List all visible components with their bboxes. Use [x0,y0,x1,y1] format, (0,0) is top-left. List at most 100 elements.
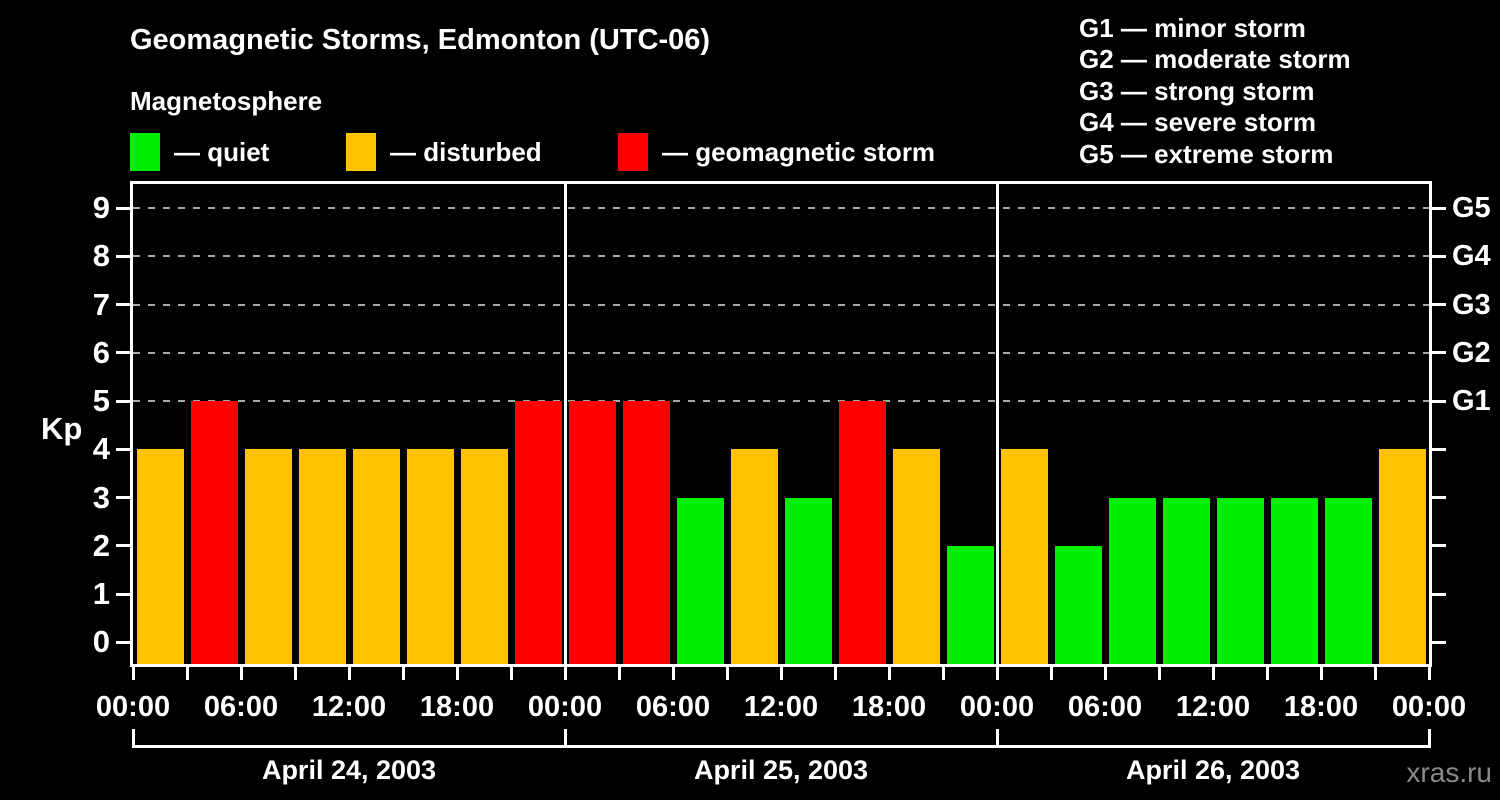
y-tick-label: 3 [92,479,110,515]
y-tick [116,544,130,548]
kp-bar [1379,449,1426,664]
disturbed-swatch [346,133,376,171]
legend-item-disturbed: — disturbed [346,133,542,171]
right-tick [1432,206,1446,210]
y-tick-label: 1 [92,576,110,612]
x-tick-label: 18:00 [419,691,495,723]
y-tick-label: 5 [92,383,110,419]
kp-bar [839,401,886,664]
kp-bar [1001,449,1048,664]
g-level-label: G4 [1452,240,1491,273]
kp-bar [191,401,238,664]
x-tick-label: 00:00 [1391,691,1467,723]
kp-bar [1325,497,1372,664]
right-tick [1432,544,1446,548]
kp-bar [299,449,346,664]
kp-bar [947,545,994,664]
y-tick [116,206,130,210]
legend-item-label: — geomagnetic storm [662,137,936,167]
storm-scale-item: G2 — moderate storm [1079,44,1351,75]
kp-bar [1055,545,1102,664]
kp-bar [893,449,940,664]
chart-subtitle: Magnetosphere [130,86,323,116]
x-tick [401,667,405,680]
right-tick [1432,592,1446,596]
x-tick-label: 06:00 [203,691,279,723]
y-tick [116,640,130,644]
x-tick [1049,667,1053,680]
grid-line [133,351,1429,354]
x-tick [1103,667,1107,680]
storm-scale-item: G1 — minor storm [1079,13,1306,43]
x-tick-label: 00:00 [95,691,171,723]
y-tick-label: 2 [92,527,110,563]
kp-bar [1163,497,1210,664]
kp-bar [137,449,184,664]
x-tick [833,667,837,680]
x-tick [455,667,459,680]
storm-scale-legend: G1 — minor storm G2 — moderate storm G3 … [1079,13,1351,170]
watermark: xras.ru [1406,757,1492,788]
y-tick-label: 8 [92,238,110,274]
x-tick-label: 00:00 [527,691,603,723]
right-tick [1432,399,1446,403]
storm-swatch [618,133,648,171]
kp-bar [731,449,778,664]
x-tick [1211,667,1215,680]
grid-line [133,255,1429,258]
g-level-label: G1 [1452,385,1491,418]
date-label: April 25, 2003 [693,755,869,785]
legend-item-storm: — geomagnetic storm [618,133,935,171]
date-bracket-tick [563,729,567,748]
x-tick [617,667,621,680]
x-tick [563,667,567,680]
y-tick [116,399,130,403]
y-tick [116,351,130,355]
quiet-swatch [130,133,160,171]
storm-scale-item: G5 — extreme storm [1079,138,1334,169]
x-tick [509,667,513,680]
y-tick [116,496,130,500]
date-label: April 24, 2003 [261,755,437,785]
kp-bar [1217,497,1264,664]
x-tick [185,667,189,680]
x-tick [239,667,243,680]
grid-line [133,207,1429,210]
storm-scale-item: G3 — strong storm [1079,75,1315,106]
y-tick [116,447,130,451]
kp-bar [515,401,562,664]
date-bracket-tick [131,729,135,748]
x-tick [887,667,891,680]
x-tick [131,667,135,680]
x-tick [779,667,783,680]
x-tick [995,667,999,680]
date-label: April 26, 2003 [1125,755,1301,785]
legend-item-quiet: — quiet [130,133,269,171]
x-tick [1427,667,1431,680]
g-level-label: G2 [1452,336,1491,369]
kp-bar [569,401,616,664]
date-bracket-tick [1427,729,1431,748]
x-tick-label: 18:00 [851,691,927,723]
x-tick-label: 06:00 [1067,691,1143,723]
day-separator [563,184,567,664]
kp-bar [461,449,508,664]
kp-axis-label: Kp [41,411,83,446]
x-tick-label: 18:00 [1283,691,1359,723]
x-tick [941,667,945,680]
right-tick [1432,640,1446,644]
x-tick [725,667,729,680]
y-tick-label: 6 [92,334,110,370]
y-tick [116,592,130,596]
x-tick-label: 12:00 [1175,691,1251,723]
grid-line [133,303,1429,306]
chart-title: Geomagnetic Storms, Edmonton (UTC-06) [130,24,711,56]
storm-scale-item: G4 — severe storm [1079,107,1317,138]
date-bracket-tick [995,729,999,748]
x-tick [671,667,675,680]
legend-item-label: — quiet [174,137,270,167]
x-tick [1319,667,1323,680]
plot-area [130,181,1432,667]
kp-bar [785,497,832,664]
